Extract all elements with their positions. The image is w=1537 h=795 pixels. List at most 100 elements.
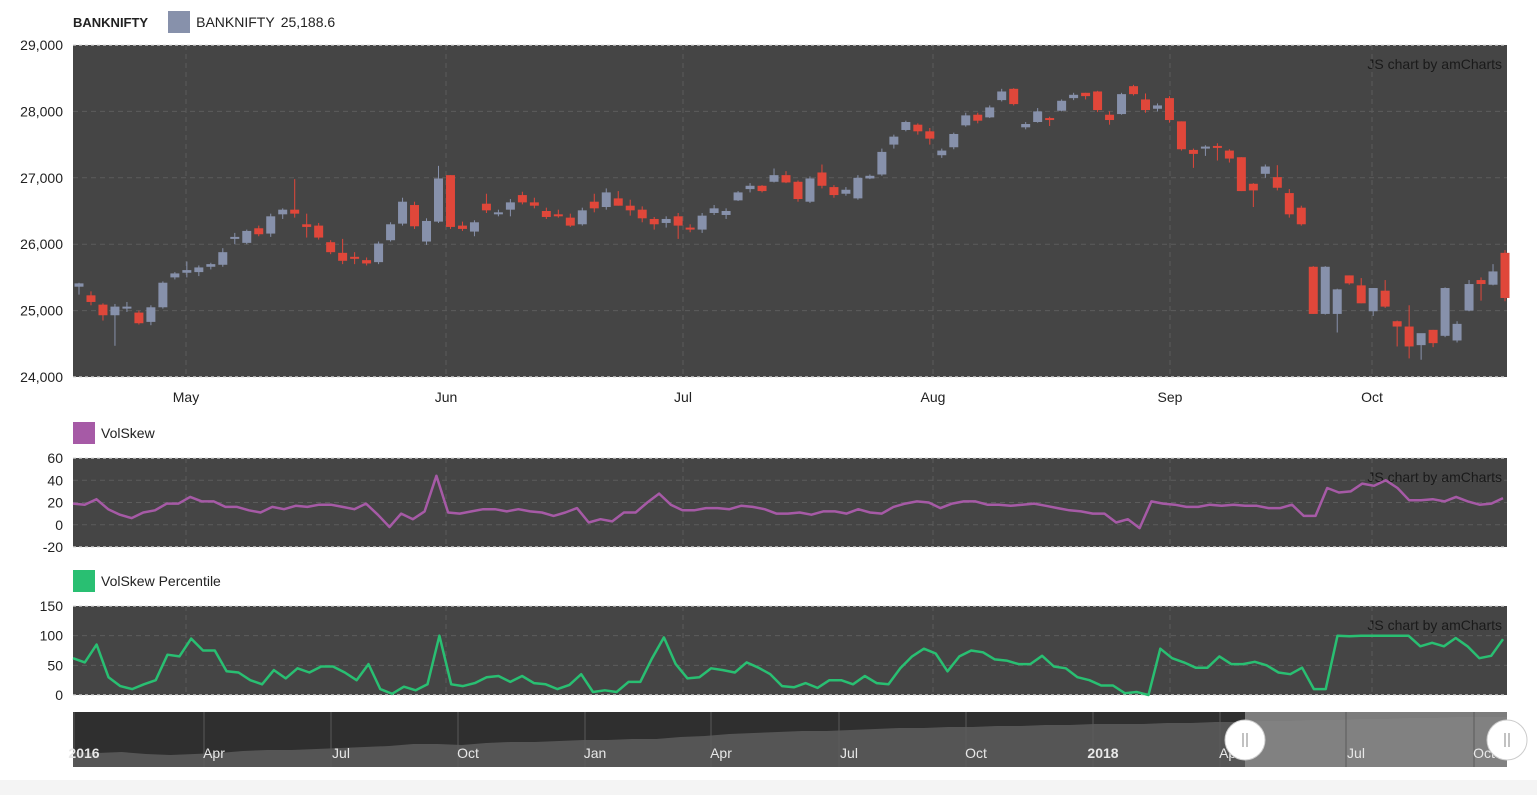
candle[interactable] <box>254 225 264 237</box>
candle[interactable] <box>1452 321 1462 343</box>
candle[interactable] <box>1057 99 1067 112</box>
candle[interactable] <box>86 291 96 306</box>
candle[interactable] <box>1009 88 1019 106</box>
percentile-legend-marker[interactable] <box>73 570 95 592</box>
candle[interactable] <box>493 209 503 217</box>
candle[interactable] <box>1093 90 1103 113</box>
candle[interactable] <box>434 165 443 223</box>
candle[interactable] <box>350 252 360 265</box>
candle[interactable] <box>829 185 839 198</box>
candle[interactable] <box>1308 266 1318 314</box>
candle[interactable] <box>314 222 324 240</box>
candle[interactable] <box>1200 145 1210 156</box>
candle[interactable] <box>1356 278 1366 304</box>
candle[interactable] <box>985 105 995 119</box>
candle[interactable] <box>230 232 240 245</box>
candle[interactable] <box>1368 288 1378 316</box>
banknifty-legend-marker[interactable] <box>168 11 191 33</box>
candle[interactable] <box>817 164 827 189</box>
candle[interactable] <box>517 191 527 205</box>
candle[interactable] <box>661 216 671 228</box>
candle[interactable] <box>745 183 755 193</box>
candle[interactable] <box>721 208 731 219</box>
volskew-legend-label[interactable]: VolSkew <box>101 425 155 441</box>
candle[interactable] <box>242 229 252 245</box>
candle[interactable] <box>1164 96 1174 123</box>
candle[interactable] <box>769 168 779 183</box>
candle[interactable] <box>445 175 455 229</box>
candle[interactable] <box>422 218 432 245</box>
candle[interactable] <box>338 238 348 265</box>
navigator-selection[interactable] <box>1245 712 1507 767</box>
candle[interactable] <box>1344 275 1354 285</box>
candle[interactable] <box>973 112 983 124</box>
candle[interactable] <box>577 207 587 226</box>
candle[interactable] <box>1176 121 1186 151</box>
candle[interactable] <box>553 209 563 218</box>
volskew-legend-marker[interactable] <box>73 422 95 444</box>
candle[interactable] <box>649 216 659 230</box>
candle[interactable] <box>841 187 851 196</box>
candle[interactable] <box>949 132 959 150</box>
candle[interactable] <box>98 303 108 321</box>
candle[interactable] <box>589 193 599 213</box>
percentile-series-line[interactable] <box>72 634 1505 697</box>
candle[interactable] <box>1236 157 1246 192</box>
candle[interactable] <box>481 193 491 213</box>
candle[interactable] <box>601 188 611 210</box>
candle[interactable] <box>1464 280 1474 312</box>
candle[interactable] <box>1117 92 1127 115</box>
candle[interactable] <box>1416 333 1426 360</box>
candle[interactable] <box>1260 164 1270 178</box>
candle[interactable] <box>613 191 623 206</box>
candle[interactable] <box>1105 111 1115 125</box>
candle[interactable] <box>1129 84 1139 96</box>
candle[interactable] <box>793 180 803 202</box>
candle[interactable] <box>709 205 719 215</box>
candle[interactable] <box>1476 277 1486 301</box>
candle[interactable] <box>673 212 683 239</box>
candle[interactable] <box>469 220 479 237</box>
candle[interactable] <box>1069 92 1079 101</box>
candle[interactable] <box>1021 122 1031 130</box>
candle[interactable] <box>374 241 384 265</box>
percentile-legend-label[interactable]: VolSkew Percentile <box>101 573 221 589</box>
candle[interactable] <box>637 206 647 223</box>
candle[interactable] <box>877 148 887 176</box>
candle[interactable] <box>1212 143 1222 161</box>
candle[interactable] <box>1152 103 1162 112</box>
candle[interactable] <box>937 148 947 158</box>
candle[interactable] <box>457 221 467 231</box>
candle[interactable] <box>302 213 312 238</box>
candle[interactable] <box>889 134 899 149</box>
candle[interactable] <box>158 281 168 309</box>
candle[interactable] <box>1033 108 1043 123</box>
candle[interactable] <box>170 272 180 280</box>
candle[interactable] <box>1500 250 1510 302</box>
candle[interactable] <box>1392 320 1402 347</box>
navigator-left-grip[interactable] <box>1224 719 1266 761</box>
candle[interactable] <box>1224 149 1234 163</box>
candle[interactable] <box>218 248 228 267</box>
candle[interactable] <box>1380 280 1390 308</box>
candle[interactable] <box>733 191 743 202</box>
candle[interactable] <box>805 176 815 204</box>
candle[interactable] <box>505 199 515 217</box>
candle[interactable] <box>541 207 551 219</box>
candle[interactable] <box>1081 92 1091 100</box>
candle[interactable] <box>1440 287 1450 338</box>
candle[interactable] <box>386 222 396 242</box>
candle[interactable] <box>901 120 911 132</box>
candle[interactable] <box>625 199 635 216</box>
candle[interactable] <box>565 213 575 227</box>
candle[interactable] <box>1188 148 1198 168</box>
candle[interactable] <box>925 128 935 145</box>
candle[interactable] <box>278 208 288 219</box>
candle[interactable] <box>398 197 408 226</box>
candle[interactable] <box>1332 288 1342 333</box>
candle[interactable] <box>362 257 372 266</box>
candle[interactable] <box>110 303 120 346</box>
candle[interactable] <box>697 212 707 233</box>
candle[interactable] <box>781 171 791 184</box>
